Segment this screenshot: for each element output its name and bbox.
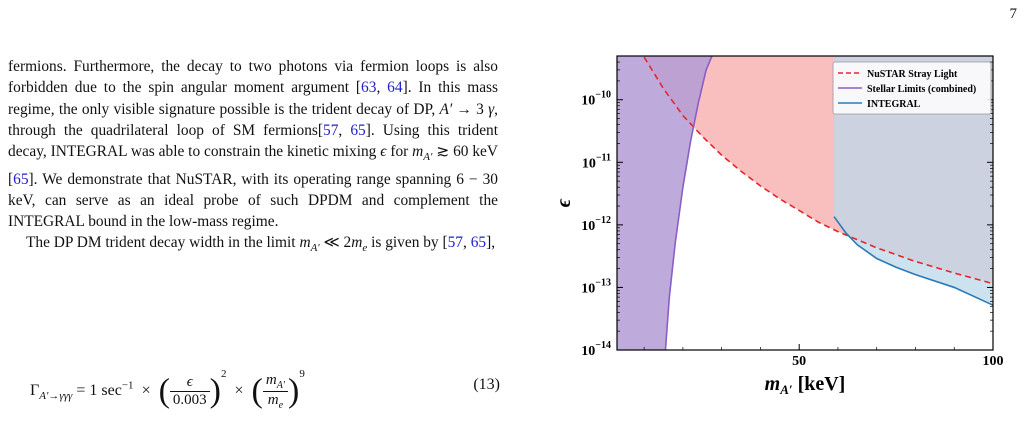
y-tick-label: 10−12 xyxy=(581,215,611,234)
text-run: ]. Using this trident decay, INTEGRAL wa… xyxy=(8,121,499,161)
citation-link[interactable]: 65 xyxy=(470,234,487,252)
mass-fraction: mA′ me xyxy=(262,372,288,411)
text-run: fermions. Furthermore, the decay to two … xyxy=(8,58,498,97)
legend-label: NuSTAR Stray Light xyxy=(867,69,958,80)
epsilon-numerator: ϵ xyxy=(169,374,210,392)
paragraph-2: The DP DM trident decay width in the lim… xyxy=(8,232,498,259)
equation-prefactor: = 1 sec xyxy=(72,382,122,399)
text-run: ]. In this mass regime, the only visible… xyxy=(8,79,498,118)
y-tick-label: 10−13 xyxy=(581,277,611,296)
page-number: 7 xyxy=(1009,6,1018,22)
citation-link[interactable]: 57 xyxy=(323,121,339,139)
x-tick-label: 50 xyxy=(792,354,806,369)
mass-exponent: 9 xyxy=(299,368,305,380)
epsilon-exponent: 2 xyxy=(221,368,227,380)
citation-link[interactable]: 65 xyxy=(350,121,366,139)
math-symbol: m xyxy=(299,234,311,252)
x-tick-label: 100 xyxy=(983,354,1004,369)
math-symbol: γ xyxy=(488,100,495,118)
epsilon-fraction: ϵ 0.003 xyxy=(169,374,210,409)
plot-frame xyxy=(616,55,994,351)
math-subscript: A′ xyxy=(423,151,433,164)
body-text: fermions. Furthermore, the decay to two … xyxy=(8,56,498,260)
text-run: ]. We demonstrate that NuSTAR, with its … xyxy=(8,170,498,231)
text-run: The DP DM trident decay width in the lim… xyxy=(26,234,300,252)
y-tick-label: 10−10 xyxy=(581,90,611,109)
math-symbol: m xyxy=(412,143,424,161)
citation-link[interactable]: 64 xyxy=(387,79,403,97)
text-run: ≳ 60 keV [ xyxy=(8,143,498,188)
text-run: , through the quadrilateral loop of SM f… xyxy=(8,100,498,139)
math-symbol: ϵ xyxy=(380,143,387,161)
y-tick-label: 10−11 xyxy=(582,152,611,171)
equation-body: ΓA′→γγγ = 1 sec−1 × (ϵ 0.003)2 × (mA′ me)9 xyxy=(30,368,305,411)
citation-link[interactable]: 63 xyxy=(361,79,377,97)
decay-width-subscript: A′→γγγ xyxy=(39,390,73,403)
math-subscript: A′ xyxy=(310,242,320,255)
citation-link[interactable]: 65 xyxy=(13,170,29,188)
integral-excluded-region xyxy=(834,56,993,306)
y-tick-label: 10−14 xyxy=(581,340,611,359)
stellar-excluded-region xyxy=(617,56,712,350)
nustar-curve xyxy=(643,56,993,285)
text-run: , xyxy=(338,121,351,139)
figure: 10−14 10−13 10−12 10−11 10−10 50 100 mA′ [keV] ϵ… xyxy=(540,52,1020,402)
math-subscript: e xyxy=(362,242,368,255)
equation-number: (13) xyxy=(473,376,500,393)
math-symbol: A′ xyxy=(439,100,453,118)
integral-curve xyxy=(833,216,993,306)
mass-denominator: me xyxy=(267,391,284,411)
text-run: ], xyxy=(486,234,496,252)
text-run: , xyxy=(376,79,388,97)
math-symbol: m xyxy=(351,234,363,252)
text-run: → 3 xyxy=(452,100,489,118)
decay-width-symbol: Γ xyxy=(30,382,40,399)
text-run: ≪ 2 xyxy=(319,234,352,252)
times-symbol: × xyxy=(141,382,151,399)
legend-label: Stellar Limits (combined) xyxy=(867,84,976,95)
epsilon-denominator: 0.003 xyxy=(172,391,207,408)
text-run: is given by [ xyxy=(367,234,448,252)
x-axis-label: mA′ [keV] xyxy=(765,373,846,397)
text-run: for xyxy=(386,143,413,161)
legend-label: INTEGRAL xyxy=(867,99,921,110)
times-symbol-2: × xyxy=(234,382,244,399)
stellar-curve xyxy=(664,56,713,350)
mass-numerator: mA′ xyxy=(262,372,288,392)
citation-link[interactable]: 57 xyxy=(447,234,463,252)
prefactor-exponent: −1 xyxy=(121,379,134,392)
legend-box xyxy=(832,61,992,115)
paragraph-1: fermions. Furthermore, the decay to two … xyxy=(8,56,498,232)
equation-13: ΓA′→γγγ = 1 sec−1 × (ϵ 0.003)2 × (mA′ me)9… xyxy=(30,362,500,412)
y-axis-label: ϵ xyxy=(553,198,575,207)
text-run: , xyxy=(463,234,471,252)
limits-chart: 10−14 10−13 10−12 10−11 10−10 50 100 mA′ [keV] ϵ… xyxy=(553,55,1004,397)
